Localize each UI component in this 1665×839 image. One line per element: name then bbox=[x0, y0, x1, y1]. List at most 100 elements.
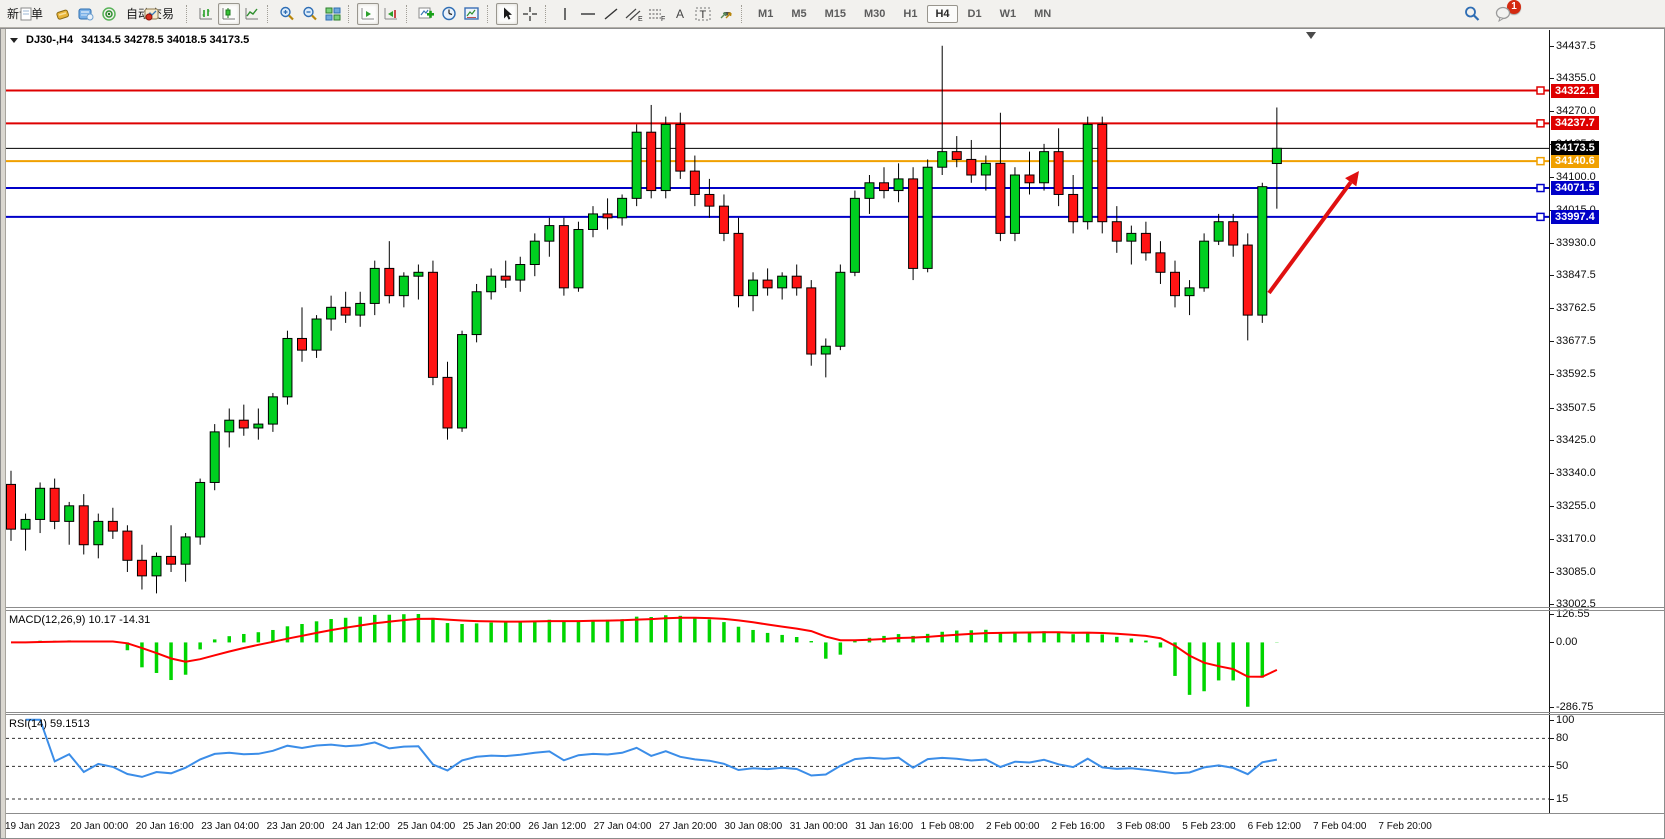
tile-windows-icon bbox=[325, 7, 341, 20]
panel-divider[interactable] bbox=[1, 712, 1664, 713]
horizontal-line-icon bbox=[581, 12, 596, 15]
candlestick-chart-icon bbox=[222, 7, 236, 19]
toolbar-gripper bbox=[267, 4, 271, 23]
macd-values: 10.17 -14.31 bbox=[88, 614, 151, 626]
timeframe-w1[interactable]: W1 bbox=[999, 7, 1017, 20]
cursor-icon bbox=[504, 7, 513, 20]
time-label: 7 Feb 04:00 bbox=[1313, 821, 1367, 832]
candlestick-chart-button[interactable] bbox=[218, 2, 241, 25]
svg-text:E: E bbox=[638, 16, 643, 22]
chart-window: DJ30-,H4 34134.5 34278.5 34018.5 34173.5… bbox=[0, 28, 1665, 839]
time-label: 19 Jan 2023 bbox=[5, 821, 61, 832]
time-label: 2 Feb 00:00 bbox=[986, 821, 1040, 832]
zoom-in-button[interactable] bbox=[276, 3, 298, 25]
autotrading-button[interactable]: 自动交易 bbox=[121, 3, 182, 25]
signals-button[interactable] bbox=[98, 3, 120, 25]
panel-divider bbox=[1, 714, 1664, 715]
time-label: 25 Jan 20:00 bbox=[462, 821, 521, 832]
panel-divider bbox=[1, 610, 1664, 611]
timeframe-h4[interactable]: H4 bbox=[927, 4, 958, 23]
vertical-line-button[interactable] bbox=[554, 3, 576, 25]
axis-tick bbox=[1549, 719, 1554, 721]
dropdown-caret-icon bbox=[724, 11, 731, 16]
bar-chart-icon bbox=[199, 7, 213, 19]
autotrading-icon bbox=[144, 8, 159, 20]
toolbar-gripper bbox=[186, 4, 190, 23]
time-label: 23 Jan 20:00 bbox=[266, 821, 325, 832]
axis-tick bbox=[1549, 738, 1554, 740]
time-label: 31 Jan 16:00 bbox=[855, 821, 914, 832]
templates-button[interactable] bbox=[461, 3, 483, 25]
fibonacci-button[interactable]: F bbox=[646, 3, 668, 25]
timeframe-m15[interactable]: M15 bbox=[824, 7, 846, 20]
price-tick: 34270.0 bbox=[1556, 104, 1596, 117]
timeframe-mn[interactable]: MN bbox=[1034, 7, 1052, 20]
price-tick: 33425.0 bbox=[1556, 433, 1596, 446]
candlestick-plot[interactable] bbox=[6, 31, 1549, 607]
axis-tick bbox=[1549, 571, 1554, 573]
time-label: 27 Jan 04:00 bbox=[593, 821, 652, 832]
periods-button[interactable] bbox=[438, 3, 460, 25]
zoom-out-button[interactable] bbox=[299, 3, 321, 25]
chart-title: DJ30-,H4 34134.5 34278.5 34018.5 34173.5 bbox=[10, 34, 249, 46]
text-button[interactable]: A bbox=[669, 3, 691, 25]
horizontal-line-button[interactable] bbox=[577, 3, 599, 25]
new-order-button[interactable]: 新订单 bbox=[2, 3, 51, 25]
price-tick: 33340.0 bbox=[1556, 466, 1596, 479]
price-tick: 34355.0 bbox=[1556, 71, 1596, 84]
charts-profile-button[interactable] bbox=[75, 3, 97, 25]
arrows-icon bbox=[720, 11, 732, 18]
timeframe-d1[interactable]: D1 bbox=[967, 7, 982, 20]
cursor-button[interactable] bbox=[496, 2, 519, 25]
rsi-tick: 15 bbox=[1556, 793, 1569, 805]
svg-text:F: F bbox=[661, 16, 665, 22]
time-label: 3 Feb 08:00 bbox=[1116, 821, 1171, 832]
chart-dropdown-icon[interactable] bbox=[10, 37, 18, 43]
crosshair-button[interactable] bbox=[519, 3, 541, 25]
timeframe-m5[interactable]: M5 bbox=[791, 7, 807, 20]
arrows-button[interactable] bbox=[715, 3, 737, 25]
add-indicator-icon bbox=[418, 7, 435, 18]
clock-icon bbox=[442, 6, 456, 21]
rsi-label: RSI(14) 59.1513 bbox=[9, 718, 90, 730]
time-label: 30 Jan 08:00 bbox=[724, 821, 783, 832]
rsi-tick: 80 bbox=[1556, 732, 1569, 745]
charts-profile-icon bbox=[78, 8, 94, 20]
equidistant-channel-button[interactable]: E bbox=[623, 3, 645, 25]
price-axis-line bbox=[1549, 30, 1550, 813]
toolbar-gripper bbox=[487, 4, 491, 23]
axis-tick bbox=[1549, 642, 1554, 644]
axis-tick bbox=[1549, 243, 1554, 245]
price-tick: 33762.5 bbox=[1556, 302, 1596, 315]
price-tick: 33592.5 bbox=[1556, 368, 1596, 381]
chart-shift-marker[interactable] bbox=[1306, 32, 1316, 39]
toolbar-gripper bbox=[741, 4, 745, 23]
panel-divider bbox=[1, 813, 1664, 814]
signals-icon bbox=[102, 6, 116, 21]
macd-tick: -286.75 bbox=[1556, 700, 1594, 713]
timeframe-h1[interactable]: H1 bbox=[903, 7, 918, 20]
text-label-button[interactable]: T bbox=[692, 3, 714, 25]
trendline-button[interactable] bbox=[600, 3, 622, 25]
time-label: 26 Jan 12:00 bbox=[528, 821, 587, 832]
market-watch-button[interactable] bbox=[52, 3, 74, 25]
price-tick: 33677.5 bbox=[1556, 335, 1596, 348]
bar-chart-button[interactable] bbox=[195, 3, 217, 25]
line-chart-button[interactable] bbox=[241, 3, 263, 25]
axis-tick bbox=[1549, 176, 1554, 178]
current-price-label: 34173.5 bbox=[1551, 141, 1599, 156]
chart-shift-button[interactable] bbox=[380, 3, 402, 25]
timeframe-m1[interactable]: M1 bbox=[758, 7, 774, 20]
auto-scroll-button[interactable] bbox=[357, 2, 380, 25]
toolbar-right-icons: 1 bbox=[1461, 0, 1521, 25]
axis-tick bbox=[1549, 275, 1554, 277]
rsi-name: RSI(14) bbox=[9, 718, 47, 730]
tile-windows-button[interactable] bbox=[322, 3, 344, 25]
notifications-button[interactable]: 1 bbox=[1493, 0, 1521, 25]
timeframe-m30[interactable]: M30 bbox=[864, 7, 886, 20]
add-indicator-button[interactable] bbox=[415, 3, 437, 25]
left-panel-divider[interactable] bbox=[1, 29, 6, 838]
search-button[interactable] bbox=[1461, 3, 1483, 25]
axis-tick bbox=[1549, 604, 1554, 606]
panel-divider[interactable] bbox=[1, 607, 1664, 608]
